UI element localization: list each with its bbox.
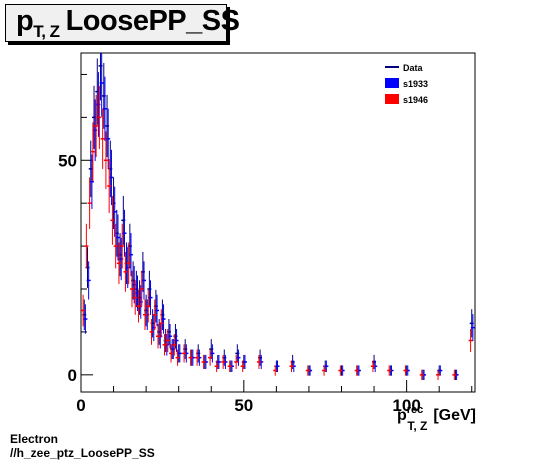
title-subscript: T, Z bbox=[33, 22, 60, 41]
series-s1946 bbox=[81, 85, 473, 380]
x-axis-label: prec T, Z[GeV] bbox=[397, 404, 476, 433]
x-tick-label: 0 bbox=[76, 396, 85, 415]
plot-frame bbox=[80, 52, 476, 393]
legend-label: s1933 bbox=[403, 79, 428, 89]
title-box: pT, Z LoosePP_SS bbox=[5, 4, 240, 42]
legend-label: Data bbox=[403, 63, 424, 73]
legend-symbol-box bbox=[385, 78, 399, 88]
legend-symbol-box bbox=[385, 94, 399, 104]
x-tick-label: 100 bbox=[392, 396, 420, 415]
title-suffix: LoosePP_SS bbox=[65, 5, 240, 37]
x-tick-label: 50 bbox=[234, 396, 253, 415]
footer-histogram-path: //h_zee_ptz_LoosePP_SS bbox=[10, 446, 155, 460]
y-tick-label: 0 bbox=[68, 366, 77, 385]
footer-label: Electron bbox=[10, 432, 59, 446]
y-tick-label: 50 bbox=[58, 151, 77, 170]
chart-title: pT, Z LoosePP_SS bbox=[16, 5, 240, 42]
title-main-text: p bbox=[16, 5, 34, 37]
legend-label: s1946 bbox=[403, 95, 428, 105]
